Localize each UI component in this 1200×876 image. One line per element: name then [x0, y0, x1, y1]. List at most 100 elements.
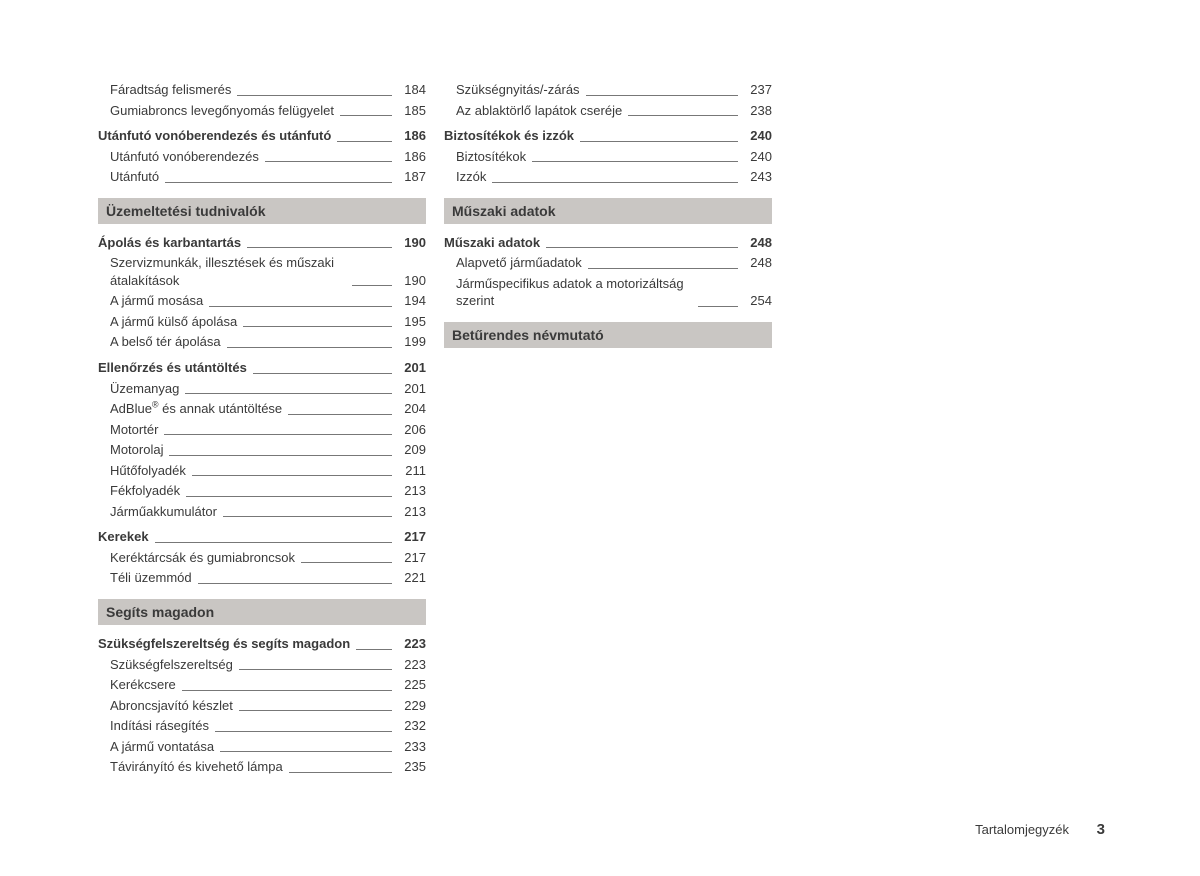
toc-chapter-row: Utánfutó vonóberendezés és utánfutó186: [98, 127, 426, 145]
toc-leader-line: [165, 182, 392, 183]
toc-leader-line: [223, 516, 392, 517]
toc-entry-page: 184: [396, 81, 426, 99]
toc-entry-label: Szükségfelszereltség: [98, 656, 233, 674]
toc-entry-row: A jármű vontatása233: [98, 738, 426, 756]
toc-leader-line: [265, 161, 392, 162]
toc-entry-row: Izzók 243: [444, 168, 772, 186]
toc-entry-label: Üzemanyag: [98, 380, 179, 398]
toc-entry-page: 229: [396, 697, 426, 715]
toc-leader-line: [301, 562, 392, 563]
toc-entry-page: 243: [742, 168, 772, 186]
toc-entry-row: Szervizmunkák, illesztések és műszaki át…: [98, 254, 426, 289]
toc-entry-label: Járműakkumulátor: [98, 503, 217, 521]
toc-entry-row: Szükségfelszereltség 223: [98, 656, 426, 674]
toc-entry-row: Abroncsjavító készlet 229: [98, 697, 426, 715]
toc-entry-row: A jármű külső ápolása 195: [98, 313, 426, 331]
toc-entry-label: Kerékcsere: [98, 676, 176, 694]
toc-chapter-row: Műszaki adatok248: [444, 234, 772, 252]
toc-section-heading: Műszaki adatok: [444, 198, 772, 224]
toc-entry-label: Az ablaktörlő lapátok cseréje: [444, 102, 622, 120]
toc-entry-row: Járműspecifikus adatok a motorizáltság s…: [444, 275, 772, 310]
toc-column-1: Fáradtság felismerés 184 Gumiabroncs leveg…: [98, 78, 426, 779]
toc-leader-line: [182, 690, 392, 691]
toc-entry-page: 209: [396, 441, 426, 459]
toc-entry-page: 190: [396, 234, 426, 252]
toc-entry-row: Fékfolyadék 213: [98, 482, 426, 500]
toc-leader-line: [227, 347, 392, 348]
toc-leader-line: [239, 669, 392, 670]
toc-leader-line: [698, 306, 738, 307]
toc-leader-line: [340, 115, 392, 116]
toc-entry-label: Keréktárcsák és gumiabroncsok: [98, 549, 295, 567]
toc-entry-label: Fékfolyadék: [98, 482, 180, 500]
toc-column-2: Szükségnyitás/-zárás237 Az ablaktörlő lap…: [444, 78, 772, 779]
toc-leader-line: [220, 751, 392, 752]
toc-entry-label: Indítási rásegítés: [98, 717, 209, 735]
toc-leader-line: [352, 285, 392, 286]
toc-entry-row: Üzemanyag 201: [98, 380, 426, 398]
toc-entry-label: Biztosítékok és izzók: [444, 127, 574, 145]
toc-leader-line: [532, 161, 738, 162]
footer-title: Tartalomjegyzék: [975, 822, 1069, 837]
toc-section-heading: Üzemeltetési tudnivalók: [98, 198, 426, 224]
toc-entry-label: A jármű külső ápolása: [98, 313, 237, 331]
toc-entry-row: Távirányító és kivehető lámpa235: [98, 758, 426, 776]
toc-entry-label: Izzók: [444, 168, 486, 186]
toc-entry-label: Téli üzemmód: [98, 569, 192, 587]
toc-leader-line: [628, 115, 738, 116]
toc-entry-row: Téli üzemmód221: [98, 569, 426, 587]
footer-page-number: 3: [1097, 821, 1105, 838]
toc-chapter-row: Ellenőrzés és utántöltés 201: [98, 359, 426, 377]
toc-entry-label: Biztosítékok: [444, 148, 526, 166]
toc-leader-line: [185, 393, 392, 394]
toc-leader-line: [588, 268, 738, 269]
toc-entry-page: 185: [396, 102, 426, 120]
toc-entry-row: Motortér206: [98, 421, 426, 439]
toc-entry-label: Szervizmunkák, illesztések és műszaki át…: [98, 254, 346, 289]
toc-leader-line: [243, 326, 392, 327]
toc-leader-line: [356, 649, 392, 650]
toc-entry-page: 225: [396, 676, 426, 694]
toc-leader-line: [209, 306, 392, 307]
toc-chapter-row: Ápolás és karbantartás190: [98, 234, 426, 252]
toc-entry-page: 211: [396, 462, 426, 480]
toc-entry-page: 186: [396, 127, 426, 145]
toc-entry-page: 195: [396, 313, 426, 331]
toc-entry-row: Alapvető járműadatok248: [444, 254, 772, 272]
toc-section-heading: Segíts magadon: [98, 599, 426, 625]
toc-entry-row: Gumiabroncs levegőnyomás felügyelet185: [98, 102, 426, 120]
toc-entry-row: Járműakkumulátor213: [98, 503, 426, 521]
toc-leader-line: [288, 414, 392, 415]
toc-entry-label: Fáradtság felismerés: [98, 81, 231, 99]
toc-leader-line: [215, 731, 392, 732]
toc-leader-line: [546, 247, 738, 248]
page: Fáradtság felismerés 184 Gumiabroncs leveg…: [0, 0, 1200, 876]
toc-entry-page: 201: [396, 380, 426, 398]
toc-entry-page: 248: [742, 254, 772, 272]
toc-entry-row: Szükségnyitás/-zárás237: [444, 81, 772, 99]
toc-leader-line: [337, 141, 392, 142]
toc-entry-page: 206: [396, 421, 426, 439]
toc-entry-page: 194: [396, 292, 426, 310]
toc-entry-row: Utánfutó187: [98, 168, 426, 186]
toc-entry-page: 223: [396, 635, 426, 653]
toc-entry-page: 240: [742, 148, 772, 166]
toc-entry-page: 237: [742, 81, 772, 99]
toc-leader-line: [155, 542, 392, 543]
toc-entry-row: Biztosítékok 240: [444, 148, 772, 166]
toc-entry-label: Utánfutó: [98, 168, 159, 186]
toc-entry-label: Ellenőrzés és utántöltés: [98, 359, 247, 377]
toc-columns: Fáradtság felismerés 184 Gumiabroncs leveg…: [98, 78, 1200, 779]
page-footer: Tartalomjegyzék 3: [975, 821, 1105, 838]
toc-entry-label: Abroncsjavító készlet: [98, 697, 233, 715]
toc-chapter-row: Szükségfelszereltség és segíts magadon22…: [98, 635, 426, 653]
toc-entry-page: 240: [742, 127, 772, 145]
toc-entry-page: 223: [396, 656, 426, 674]
toc-entry-page: 248: [742, 234, 772, 252]
toc-entry-page: 254: [742, 292, 772, 310]
toc-entry-page: 213: [396, 482, 426, 500]
toc-leader-line: [169, 455, 392, 456]
toc-entry-label: Kerekek: [98, 528, 149, 546]
toc-entry-page: 201: [396, 359, 426, 377]
toc-entry-page: 235: [396, 758, 426, 776]
